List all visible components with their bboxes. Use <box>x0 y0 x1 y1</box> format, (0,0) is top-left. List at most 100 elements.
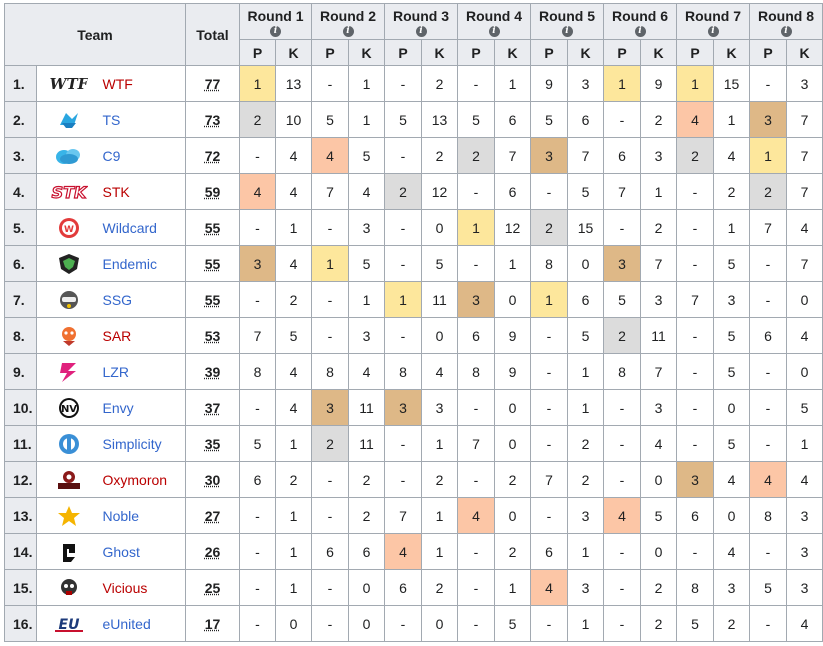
placement-cell: 1 <box>311 245 349 282</box>
kills-cell: 15 <box>713 65 750 102</box>
kills-header: K <box>348 39 385 66</box>
kills-cell: 5 <box>348 137 385 174</box>
team-name-link[interactable]: eUnited <box>102 615 151 632</box>
team-name-link[interactable]: Oxymoron <box>102 471 168 488</box>
kills-cell: 3 <box>348 317 385 354</box>
placement-cell: 7 <box>676 281 714 318</box>
team-name-link[interactable]: SAR <box>102 327 132 344</box>
placement-cell: 8 <box>603 353 641 390</box>
team-logo-cell: EU <box>36 605 101 642</box>
placement-cell: 5 <box>457 101 495 138</box>
kills-cell: 4 <box>640 425 677 462</box>
placement-cell: - <box>384 137 422 174</box>
rank-cell: 14. <box>4 533 37 570</box>
vicious-logo[interactable] <box>50 577 88 599</box>
placement-cell: - <box>676 533 714 570</box>
info-icon[interactable]: i <box>780 25 792 37</box>
team-name-link[interactable]: SSG <box>102 291 133 308</box>
ts-logo[interactable] <box>50 109 88 131</box>
team-name-link[interactable]: Ghost <box>102 543 140 560</box>
table-row: 4. STK STK 59 4 4 7 4 2 12-6-5 7 1-2 2 7 <box>4 173 823 210</box>
info-icon[interactable]: i <box>634 25 646 37</box>
info-icon[interactable]: i <box>270 25 281 37</box>
rank-cell: 8. <box>4 317 37 354</box>
team-name-link[interactable]: Endemic <box>102 255 157 272</box>
rank-cell: 11. <box>4 425 37 462</box>
placement-cell: - <box>530 173 568 210</box>
ssg-logo[interactable] <box>50 289 88 311</box>
kills-cell: 0 <box>421 317 458 354</box>
c9-logo[interactable] <box>50 145 88 167</box>
team-name-link[interactable]: Wildcard <box>102 219 157 236</box>
table-row: 10. NV Envy 37-4 3 11 3 3-0-1-3-0-5 <box>4 389 823 426</box>
noble-logo[interactable] <box>50 505 88 527</box>
placement-cell: - <box>457 533 495 570</box>
kills-cell: 7 <box>786 173 823 210</box>
placement-cell: 1 <box>530 281 568 318</box>
kills-cell: 2 <box>567 461 604 498</box>
placement-cell: 7 <box>239 317 276 354</box>
team-name-cell: Endemic <box>100 245 186 282</box>
info-icon[interactable]: i <box>415 25 427 37</box>
team-name-link[interactable]: WTF <box>102 75 133 92</box>
kills-cell: 9 <box>494 317 531 354</box>
placement-cell: - <box>384 425 422 462</box>
placement-cell: 6 <box>239 461 276 498</box>
team-logo-cell: NV <box>36 389 101 426</box>
placement-cell: - <box>749 533 787 570</box>
round-header-label: Round 5 <box>539 7 595 24</box>
ghost-logo[interactable] <box>50 541 88 563</box>
kills-cell: 5 <box>348 245 385 282</box>
team-name-link[interactable]: Simplicity <box>102 435 162 452</box>
total-value: 55 <box>204 255 221 272</box>
stk-logo[interactable]: STK <box>50 181 88 203</box>
oxymoron-logo[interactable] <box>50 469 88 491</box>
team-name-link[interactable]: Noble <box>102 507 140 524</box>
kills-cell: 0 <box>421 605 458 642</box>
total-cell: 17 <box>185 605 240 642</box>
kills-cell: 1 <box>567 389 604 426</box>
kills-header: K <box>421 39 458 66</box>
team-name-link[interactable]: Envy <box>102 399 134 416</box>
rank-cell: 6. <box>4 245 37 282</box>
placement-cell: 5 <box>384 101 422 138</box>
lzr-logo[interactable] <box>50 361 88 383</box>
placement-cell: - <box>749 65 787 102</box>
simplicity-logo[interactable] <box>50 433 88 455</box>
kills-cell: 9 <box>640 65 677 102</box>
team-logo-cell <box>36 317 101 354</box>
total-cell: 30 <box>185 461 240 498</box>
envy-logo[interactable]: NV <box>50 397 88 419</box>
team-name-link[interactable]: TS <box>102 111 121 128</box>
team-name-link[interactable]: LZR <box>102 363 129 380</box>
kills-cell: 6 <box>348 533 385 570</box>
sar-logo[interactable] <box>50 325 88 347</box>
kills-cell: 2 <box>640 605 677 642</box>
team-name-link[interactable]: STK <box>102 183 130 200</box>
placement-cell: - <box>311 461 349 498</box>
kills-cell: 4 <box>786 605 823 642</box>
eunited-logo[interactable]: EU <box>50 613 88 635</box>
info-icon[interactable]: i <box>488 25 500 37</box>
info-icon[interactable]: i <box>561 25 573 37</box>
kills-cell: 0 <box>786 281 823 318</box>
rank-cell: 5. <box>4 209 37 246</box>
kills-cell: 4 <box>275 389 312 426</box>
placement-cell: 1 <box>676 65 714 102</box>
placement-cell: 2 <box>749 173 787 210</box>
info-icon[interactable]: i <box>707 25 719 37</box>
team-name-cell: eUnited <box>100 605 186 642</box>
info-icon[interactable]: i <box>342 25 354 37</box>
kills-cell: 1 <box>348 281 385 318</box>
total-cell: 72 <box>185 137 240 174</box>
team-name-link[interactable]: Vicious <box>102 579 148 596</box>
placement-cell: - <box>676 425 714 462</box>
endemic-logo[interactable] <box>50 253 88 275</box>
kills-cell: 5 <box>786 389 823 426</box>
wtf-logo[interactable]: WTF <box>50 73 88 95</box>
team-name-link[interactable]: C9 <box>102 147 121 164</box>
wildcard-logo[interactable]: W <box>50 217 88 239</box>
kills-cell: 2 <box>275 461 312 498</box>
